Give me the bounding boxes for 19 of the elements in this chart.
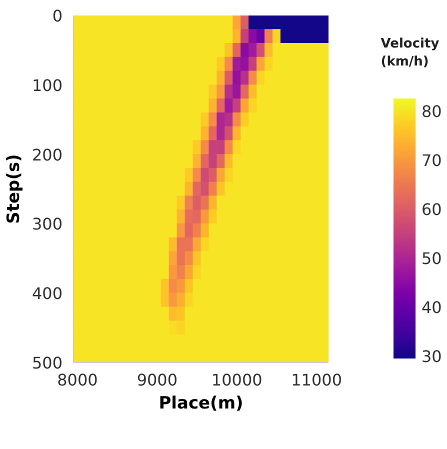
- color-bar-label: 50: [422, 248, 442, 268]
- x-tick-label: 9000: [136, 370, 178, 390]
- color-bar-label: 30: [422, 347, 442, 366]
- color-bar-label: 60: [422, 200, 442, 219]
- x-axis-title: Place(m): [158, 394, 244, 414]
- y-tick-label: 100: [32, 76, 63, 95]
- color-bar-title: Velocity (km/h): [380, 36, 440, 70]
- color-bar-label: 80: [422, 102, 442, 121]
- y-tick-label: 0: [52, 6, 63, 26]
- x-tick-label: 11000: [291, 370, 342, 390]
- color-bar-label: 70: [422, 150, 442, 170]
- y-axis-title: Step(s): [4, 154, 24, 224]
- x-tick-label: 8000: [57, 370, 98, 390]
- y-tick-label: 200: [32, 145, 63, 164]
- y-tick-label: 400: [32, 284, 63, 304]
- x-tick-label: 10000: [211, 370, 262, 390]
- y-tick-label: 500: [32, 354, 63, 372]
- y-tick-label: 300: [32, 214, 63, 234]
- color-bar-label: 40: [422, 298, 442, 317]
